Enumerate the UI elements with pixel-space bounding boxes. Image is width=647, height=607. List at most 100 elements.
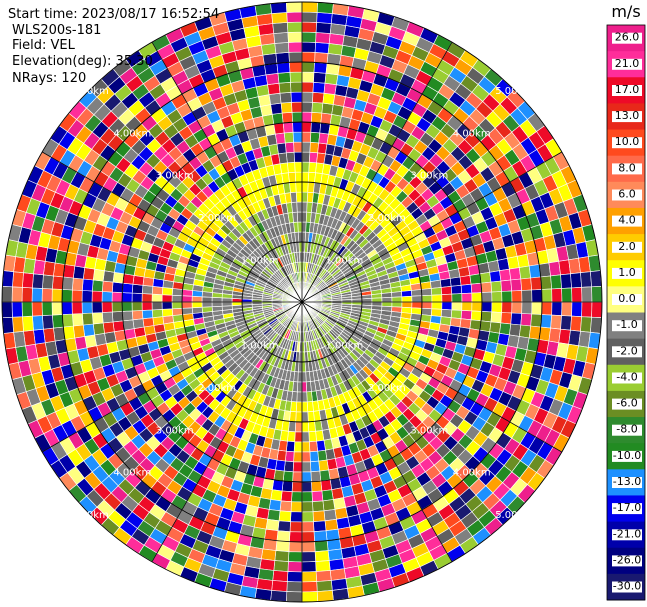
range-ring-label: 1.00km <box>241 340 279 351</box>
range-gate <box>32 315 44 331</box>
range-gate <box>511 301 523 314</box>
range-gate <box>470 310 483 322</box>
range-gate <box>441 301 453 311</box>
range-gate <box>181 301 193 309</box>
range-gate <box>295 181 303 193</box>
range-gate <box>276 530 291 543</box>
range-gate <box>308 430 317 443</box>
range-gate <box>101 280 114 293</box>
range-gate <box>315 570 332 582</box>
colorbar: m/s 26.0 21.0 17.0 13.0 10.0 8.0 6.0 4.0 2.0 1.0 0… <box>606 2 646 601</box>
range-gate <box>181 307 193 315</box>
azimuth-spoke <box>41 151 303 303</box>
range-gate <box>301 411 309 423</box>
range-gates <box>1 1 603 603</box>
range-gate <box>301 511 314 523</box>
colorbar-tick-bg <box>612 346 642 358</box>
colorbar-unit: m/s <box>611 2 640 21</box>
range-gate <box>292 211 299 223</box>
range-gate <box>292 471 303 483</box>
colorbar-tick-label: 6.0 <box>618 188 636 201</box>
range-gate <box>11 286 23 303</box>
range-gate <box>171 294 183 303</box>
range-gate <box>590 316 602 334</box>
range-gate <box>2 316 14 334</box>
range-gate <box>289 521 303 533</box>
range-gate <box>301 61 315 73</box>
range-gate <box>295 191 303 203</box>
range-gate <box>211 301 223 308</box>
range-gate <box>72 265 86 280</box>
range-gate <box>112 320 125 333</box>
range-gate <box>321 489 334 502</box>
range-gate <box>301 111 313 123</box>
range-gate <box>141 309 154 320</box>
azimuth-spoke <box>301 41 453 303</box>
range-gate <box>310 131 321 144</box>
range-gate <box>391 301 403 308</box>
range-gate <box>290 501 303 513</box>
azimuth-spoke <box>151 301 303 563</box>
range-gate <box>91 312 104 325</box>
range-ring-label: 2.00km <box>368 213 406 224</box>
range-gate <box>92 268 105 282</box>
range-gate <box>131 283 144 294</box>
colorbar-tick-label: -17.0 <box>613 501 641 514</box>
range-gate <box>284 450 295 463</box>
range-gate <box>301 391 308 403</box>
range-gate <box>161 294 173 303</box>
range-gate <box>313 530 328 543</box>
range-ring-label: 2.00km <box>198 383 236 394</box>
colorbar-tick-bg <box>612 137 642 149</box>
range-gate <box>286 11 303 23</box>
range-gate <box>301 441 311 453</box>
range-gate <box>271 479 284 492</box>
range-gate <box>449 276 462 287</box>
start-time-label: Start time: 2023/08/17 16:52:54 <box>8 7 220 22</box>
range-gate <box>201 306 213 313</box>
range-gate <box>268 92 282 105</box>
range-gate <box>318 459 329 472</box>
colorbar-tick-bg <box>612 477 642 488</box>
range-gate <box>311 480 323 493</box>
range-gate <box>490 311 503 324</box>
range-gate <box>301 171 310 183</box>
range-gate <box>315 22 332 34</box>
range-gate <box>286 21 303 33</box>
colorbar-tick-label: -26.0 <box>613 553 641 566</box>
range-gate <box>161 287 174 296</box>
range-gate <box>273 32 289 44</box>
range-gate <box>309 450 320 463</box>
range-gate <box>290 511 303 523</box>
range-ring-label: 4.00km <box>453 128 491 139</box>
range-gate <box>301 121 312 133</box>
range-gate <box>459 275 472 286</box>
range-gate <box>511 290 523 303</box>
range-gate <box>381 296 393 303</box>
range-gate <box>590 270 602 288</box>
range-gate <box>141 284 154 295</box>
colorbar-tick-label: -21.0 <box>613 527 641 540</box>
range-gate <box>191 295 203 303</box>
range-gate <box>131 310 144 321</box>
range-gate <box>289 61 303 73</box>
colorbar-frame <box>606 24 646 601</box>
range-gate <box>274 550 290 562</box>
range-gate <box>280 490 293 503</box>
range-gate <box>285 591 303 603</box>
range-gate <box>500 312 513 325</box>
range-gate <box>31 287 43 303</box>
range-gate <box>191 301 203 309</box>
range-gate <box>270 590 288 602</box>
range-gate <box>265 72 280 86</box>
range-gate <box>315 32 331 44</box>
range-gate <box>312 500 325 513</box>
range-gate <box>191 306 203 314</box>
range-gate <box>306 401 314 413</box>
colorbar-tick-bg <box>612 450 642 462</box>
range-ring-label: 4.00km <box>453 468 491 479</box>
range-ring-label: 5.00km <box>71 510 109 521</box>
range-gate <box>469 273 482 285</box>
range-gate <box>301 11 318 23</box>
